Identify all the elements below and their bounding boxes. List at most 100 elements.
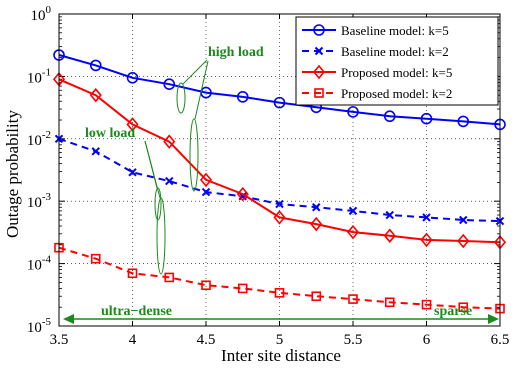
series-line [58, 54, 501, 126]
density-arrow-left-head [63, 314, 74, 324]
data-point [383, 228, 396, 243]
low-load-leader-2 [144, 140, 161, 199]
axis-ticks: 3.5 4 4.5 5 5.5 6 6.5 100 10-1 10-2 10-3 10-4 10-5 [27, 4, 510, 348]
data-point [237, 283, 248, 294]
data-point [457, 115, 470, 128]
y-axis-label: Outage probability [3, 110, 22, 238]
x-marker-stroke [91, 147, 100, 156]
data-point [346, 224, 360, 240]
data-point [165, 176, 174, 186]
data-point [274, 288, 285, 298]
data-point [127, 268, 138, 279]
y-tick-label: 10-1 [27, 66, 51, 86]
series-line [58, 78, 501, 244]
high-load-ellipse-1 [176, 82, 186, 114]
x-marker-stroke [201, 187, 211, 197]
high-load-leader-1 [182, 59, 208, 85]
data-point [126, 117, 139, 132]
legend-marker [312, 64, 326, 80]
annotations: high load low load ultra−dense sparse [63, 45, 499, 324]
data-point [312, 203, 321, 212]
data-point [90, 253, 101, 264]
x-tick-label: 6 [423, 332, 431, 348]
data-point [347, 106, 359, 118]
x-axis-label: Inter site distance [221, 346, 341, 365]
data-point [311, 291, 322, 302]
series-2 [54, 134, 505, 226]
data-point [384, 297, 395, 308]
legend-label: Baseline model: k=5 [341, 23, 449, 38]
data-point [236, 91, 249, 103]
y-tick-label: 10-5 [27, 316, 52, 336]
data-point [91, 147, 100, 156]
data-point [348, 206, 358, 216]
x-marker-stroke [312, 203, 321, 212]
legend-box [295, 16, 499, 106]
high-load-label: high load [208, 45, 264, 60]
series-line [58, 246, 501, 310]
ultra-dense-label: ultra−dense [101, 304, 172, 319]
x-marker-stroke [385, 210, 394, 220]
data-point [458, 302, 469, 313]
x-tick-label: 5 [276, 332, 284, 348]
legend-marker [313, 24, 325, 36]
series-layer [52, 49, 507, 314]
x-tick-label: 4.5 [197, 332, 216, 348]
data-point [89, 59, 102, 72]
data-point [199, 172, 213, 188]
y-tick-label: 10-4 [27, 254, 52, 274]
legend: Baseline model: k=5 Baseline model: k=2 Pr… [295, 16, 499, 106]
data-point [128, 168, 137, 177]
series-4 [54, 242, 505, 314]
data-point [275, 199, 284, 209]
data-point [201, 280, 211, 291]
legend-marker [314, 46, 324, 56]
legend-marker [314, 88, 324, 98]
data-point [348, 294, 358, 304]
data-point [420, 232, 433, 248]
legend-label: Baseline model: k=2 [341, 44, 449, 59]
x-marker-stroke [348, 206, 358, 216]
series-line [58, 137, 501, 223]
data-point [126, 71, 139, 84]
data-point [457, 233, 470, 249]
data-point [236, 186, 249, 202]
x-marker-stroke [314, 46, 324, 56]
x-tick-label: 4 [129, 332, 137, 348]
high-load-leader-2 [194, 60, 209, 120]
data-point [273, 96, 286, 109]
data-point [273, 210, 286, 225]
high-load-ellipse-2 [189, 118, 199, 192]
x-marker-stroke [165, 176, 174, 186]
low-load-ellipse-2 [156, 197, 166, 275]
data-point [89, 87, 102, 103]
data-point [164, 272, 175, 283]
data-point [385, 210, 394, 220]
y-tick-label: 10-3 [27, 191, 52, 211]
x-marker-stroke [128, 168, 137, 177]
data-point [459, 215, 468, 225]
low-load-ellipse-1 [154, 187, 162, 221]
legend-label: Proposed model: k=2 [341, 86, 452, 101]
data-point [383, 110, 396, 123]
x-tick-label: 6.5 [491, 332, 510, 348]
sparse-label: sparse [434, 304, 472, 319]
density-arrow-right-head [488, 314, 499, 324]
data-point [163, 134, 176, 149]
x-tick-label: 5.5 [344, 332, 363, 348]
x-marker-stroke [238, 192, 247, 201]
data-point [421, 299, 432, 310]
data-point [310, 216, 323, 232]
data-point [422, 213, 431, 222]
plot-frame [58, 13, 501, 327]
low-load-label: low load [85, 126, 135, 141]
series-3 [52, 72, 507, 250]
y-tick-label: 100 [31, 4, 52, 24]
legend-label: Proposed model: k=5 [341, 65, 452, 80]
data-point [163, 78, 176, 90]
x-tick-label: 3.5 [50, 332, 69, 348]
data-point [201, 187, 211, 197]
x-marker-stroke [275, 199, 284, 209]
x-marker-stroke [459, 215, 468, 225]
